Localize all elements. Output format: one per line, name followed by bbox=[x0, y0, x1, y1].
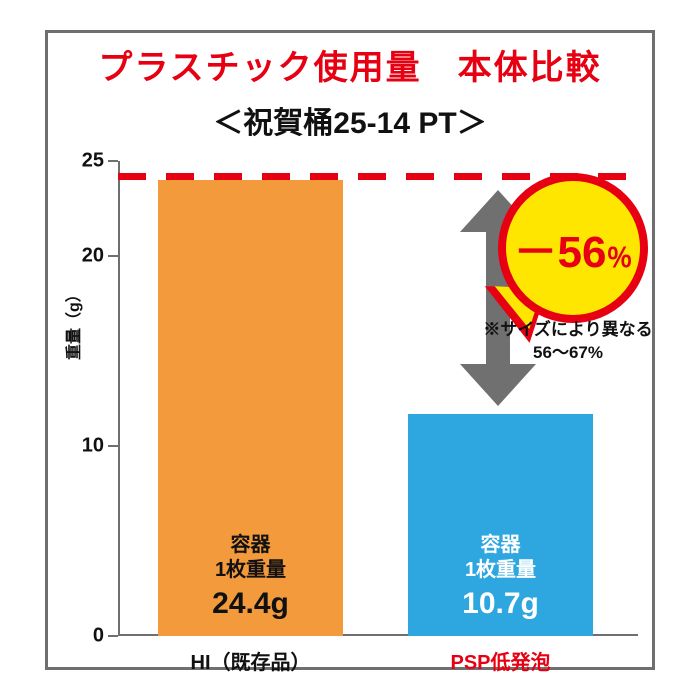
y-tick bbox=[108, 635, 118, 637]
arrow-head-down bbox=[460, 364, 536, 406]
reduction-badge-text: －56％ bbox=[514, 216, 633, 280]
bar-psp: 容器1枚重量10.7gPSP低発泡 bbox=[408, 414, 593, 636]
chart-title: プラスチック使用量 本体比較 bbox=[0, 40, 700, 89]
y-tick bbox=[108, 160, 118, 162]
y-tick-label: 20 bbox=[82, 245, 104, 268]
reduction-badge: －56％ bbox=[498, 173, 648, 323]
category-label: PSP低発泡 bbox=[401, 646, 601, 675]
y-tick-label: 10 bbox=[82, 435, 104, 458]
y-tick-label: 25 bbox=[82, 150, 104, 173]
bar-value-label: 容器1枚重量10.7g bbox=[408, 533, 593, 623]
y-axis-line bbox=[118, 161, 120, 636]
y-tick-label: 0 bbox=[93, 625, 104, 648]
y-tick bbox=[108, 445, 118, 447]
category-label: HI（既存品） bbox=[151, 646, 351, 675]
y-axis-title: 重量（g） bbox=[60, 286, 84, 360]
bar-value-label: 容器1枚重量24.4g bbox=[158, 533, 343, 623]
footnote: ※サイズにより異なる56〜67% bbox=[478, 319, 658, 365]
y-tick bbox=[108, 255, 118, 257]
plot-area: 0102025容器1枚重量24.4gHI（既存品）容器1枚重量10.7gPSP低… bbox=[118, 161, 638, 636]
bar-hi: 容器1枚重量24.4gHI（既存品） bbox=[158, 180, 343, 636]
chart-subtitle: ＜祝賀桶25-14 PT＞ bbox=[0, 98, 700, 142]
